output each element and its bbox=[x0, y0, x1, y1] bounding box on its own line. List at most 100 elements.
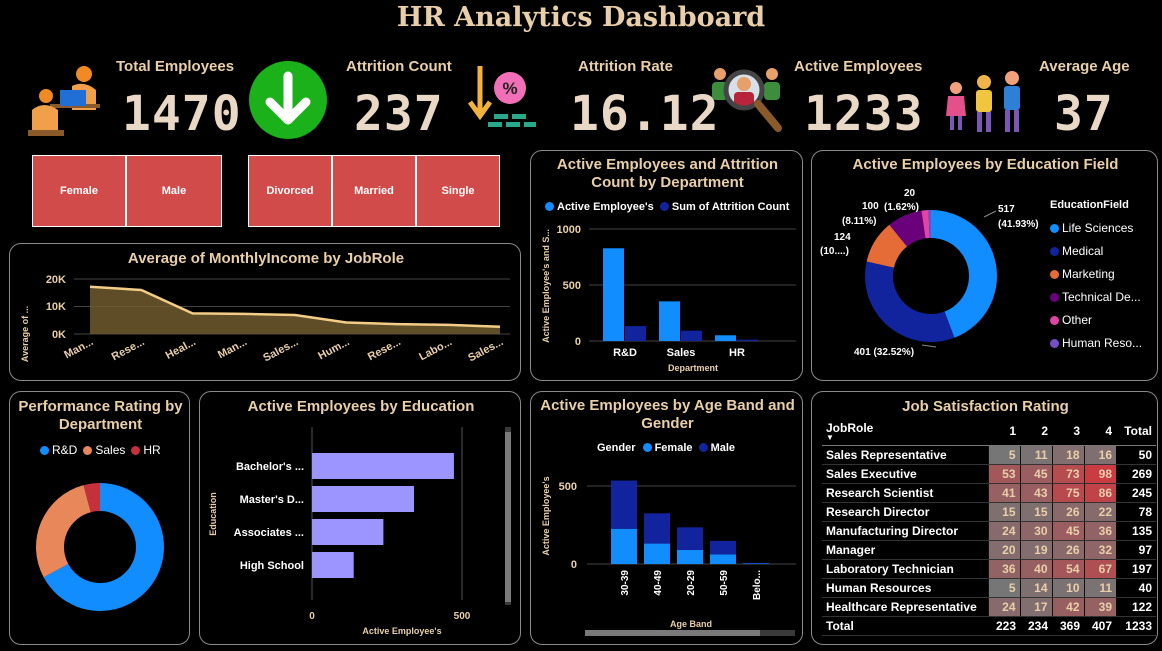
matrix-row[interactable]: Research Director 15 15 26 22 78 bbox=[822, 502, 1156, 522]
jobrole-cell: Sales Executive bbox=[822, 464, 988, 484]
chart-title: Job Satisfaction Rating bbox=[902, 398, 1069, 415]
header-cell[interactable]: JobRole ▼ bbox=[822, 417, 988, 446]
bar-segment[interactable] bbox=[743, 562, 769, 564]
legend-label: Marketing bbox=[1062, 267, 1115, 281]
bar-segment[interactable] bbox=[611, 480, 637, 529]
legend-item[interactable]: Marketing bbox=[1050, 263, 1142, 286]
scrollbar-thumb[interactable] bbox=[505, 432, 511, 602]
slicer-marital-divorced[interactable]: Divorced bbox=[248, 155, 332, 227]
dept-bar-chart: Active Employee's and S... 1000 500 0 R&… bbox=[541, 224, 796, 373]
bar[interactable] bbox=[312, 519, 384, 545]
legend-item[interactable]: R&D bbox=[52, 443, 78, 457]
donut-slice[interactable] bbox=[43, 483, 165, 611]
rating-cell: 22 bbox=[1083, 502, 1116, 522]
legend-label: Other bbox=[1062, 313, 1093, 327]
column-total: 407 bbox=[1084, 615, 1116, 636]
legend-item[interactable]: Sales bbox=[95, 443, 126, 457]
x-tick: 0 bbox=[309, 611, 315, 622]
bar[interactable] bbox=[659, 301, 680, 341]
x-tick: Man... bbox=[216, 336, 249, 361]
jobrole-cell: Manufacturing Director bbox=[822, 521, 988, 541]
rating-cell: 98 bbox=[1083, 464, 1116, 484]
bar-segment[interactable] bbox=[710, 540, 736, 555]
bar[interactable] bbox=[312, 486, 414, 512]
donut-slice[interactable] bbox=[889, 210, 926, 247]
bar[interactable] bbox=[625, 326, 646, 341]
bar-segment[interactable] bbox=[677, 527, 703, 550]
slicer-gender-female[interactable]: Female bbox=[32, 155, 126, 227]
slicer-marital-single[interactable]: Single bbox=[416, 155, 500, 227]
y-tick: 10K bbox=[46, 301, 66, 313]
total-cell: 50 bbox=[1116, 445, 1156, 465]
slicer-marital-married[interactable]: Married bbox=[332, 155, 416, 227]
donut-slice[interactable] bbox=[83, 483, 100, 513]
donut-slice[interactable] bbox=[865, 261, 955, 342]
legend-label: Medical bbox=[1062, 244, 1104, 258]
matrix-row[interactable]: Healthcare Representative 24 17 42 39 122 bbox=[822, 597, 1156, 617]
matrix-row[interactable]: Manager 20 19 26 32 97 bbox=[822, 540, 1156, 560]
legend-dot bbox=[698, 443, 708, 452]
education-card: Active Employees by Education Education … bbox=[199, 391, 521, 645]
matrix-row[interactable]: Laboratory Technician 36 40 54 67 197 bbox=[822, 559, 1156, 579]
bar-segment[interactable] bbox=[677, 549, 703, 564]
header-cell[interactable]: 1 bbox=[988, 417, 1020, 446]
legend-item[interactable]: HR bbox=[143, 443, 161, 457]
rating-cell: 20 bbox=[987, 540, 1020, 560]
bar[interactable] bbox=[312, 453, 454, 479]
chart-legend: Active Employee's Sum of Attrition Count bbox=[545, 201, 789, 213]
legend-dot bbox=[1050, 339, 1059, 348]
leader-line bbox=[921, 344, 937, 348]
matrix-row[interactable]: Research Scientist 41 43 75 86 245 bbox=[822, 483, 1156, 503]
legend-dot bbox=[1050, 293, 1059, 302]
legend-item: Male bbox=[710, 442, 736, 454]
jobrole-cell: Research Scientist bbox=[822, 483, 988, 503]
slicer-gender-male[interactable]: Male bbox=[126, 155, 222, 227]
rating-cell: 42 bbox=[1051, 597, 1084, 617]
legend-title: Gender bbox=[597, 442, 636, 454]
edu-field-donut-chart: 517 (41.93%) 401 (32.52%) 124 (10....) 1… bbox=[820, 188, 1039, 358]
x-tick: Rese... bbox=[366, 336, 403, 363]
kpi-label: Average Age bbox=[1039, 58, 1130, 75]
donut-slice[interactable] bbox=[36, 485, 91, 578]
y-axis-label: Active Employee's bbox=[541, 476, 551, 555]
legend-item[interactable]: Life Sciences bbox=[1050, 217, 1142, 240]
chart-title: Average of MonthlyIncome by JobRole bbox=[127, 250, 405, 267]
down-arrow-icon bbox=[249, 61, 327, 139]
bar-segment[interactable] bbox=[644, 513, 670, 544]
donut-slice[interactable] bbox=[931, 210, 997, 338]
scrollbar-thumb[interactable] bbox=[585, 630, 760, 636]
bar[interactable] bbox=[737, 339, 758, 341]
bar-segment[interactable] bbox=[710, 554, 736, 564]
bar[interactable] bbox=[312, 552, 354, 578]
bar-segment[interactable] bbox=[611, 528, 637, 564]
y-tick: 500 bbox=[559, 481, 577, 493]
matrix-row[interactable]: Sales Executive 53 45 73 98 269 bbox=[822, 464, 1156, 484]
svg-text:%: % bbox=[502, 79, 517, 98]
percent-drop-icon: % bbox=[467, 66, 536, 127]
donut-slice[interactable] bbox=[921, 210, 930, 239]
legend-item[interactable]: Other bbox=[1050, 309, 1142, 332]
matrix-row[interactable]: Human Resources 5 14 10 11 40 bbox=[822, 578, 1156, 598]
matrix-row[interactable]: Manufacturing Director 24 30 45 36 135 bbox=[822, 521, 1156, 541]
donut-slice[interactable] bbox=[928, 210, 931, 239]
header-cell[interactable]: Total bbox=[1116, 417, 1156, 446]
matrix-row[interactable]: Sales Representative 5 11 18 16 50 bbox=[822, 445, 1156, 465]
legend-item[interactable]: Technical De... bbox=[1050, 286, 1142, 309]
legend-dot bbox=[131, 446, 141, 455]
bar-segment[interactable] bbox=[644, 543, 670, 564]
bar[interactable] bbox=[715, 335, 736, 341]
donut-slice[interactable] bbox=[866, 224, 908, 268]
sort-desc-icon[interactable]: ▼ bbox=[826, 432, 834, 442]
header-cell[interactable]: 3 bbox=[1052, 417, 1084, 446]
y-tick: 20K bbox=[46, 274, 66, 286]
legend-item[interactable]: Medical bbox=[1050, 240, 1142, 263]
bar[interactable] bbox=[603, 248, 624, 341]
rating-cell: 15 bbox=[1019, 502, 1052, 522]
income-area bbox=[90, 286, 500, 334]
legend-dot bbox=[83, 446, 93, 455]
rating-cell: 41 bbox=[987, 483, 1020, 503]
legend-item[interactable]: Human Reso... bbox=[1050, 332, 1142, 355]
header-cell[interactable]: 4 bbox=[1084, 417, 1116, 446]
header-cell[interactable]: 2 bbox=[1020, 417, 1052, 446]
bar[interactable] bbox=[681, 330, 702, 341]
